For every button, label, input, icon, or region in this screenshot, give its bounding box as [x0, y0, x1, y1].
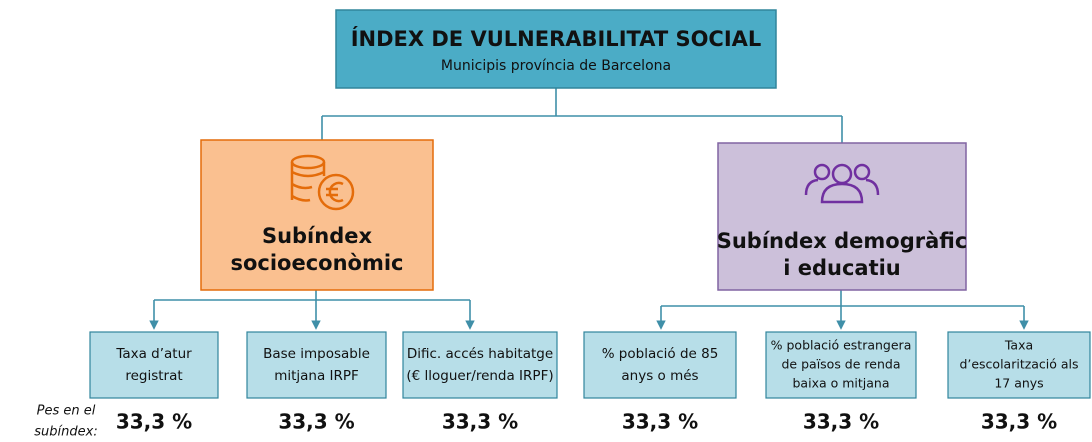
root-subtitle: Municipis província de Barcelona — [441, 58, 671, 74]
indicator-label: anys o més — [621, 368, 698, 384]
indicator-label: Dific. accés habitatge — [407, 346, 553, 362]
weight-label: Pes en el — [37, 404, 96, 419]
indicator-label: Taxa — [1004, 338, 1033, 353]
indicator-box — [947, 331, 1091, 399]
subindex-box — [717, 142, 967, 291]
indicator-box — [765, 331, 917, 399]
indicator-label: d’escolarització als — [959, 357, 1078, 372]
weight: 33,3 % — [622, 410, 698, 434]
dynamic: Subíndex socioeconòmic Taxa d’atur registra… — [34, 224, 1091, 440]
indicator-label: mitjana IRPF — [274, 368, 359, 384]
weight: 33,3 % — [116, 410, 192, 434]
weight: 33,3 % — [981, 410, 1057, 434]
indicator-label: % població de 85 — [602, 346, 719, 362]
subindex-label: i educatiu — [783, 256, 901, 280]
people-icon — [804, 163, 880, 204]
connectors — [149, 88, 1029, 330]
indicator-label: % població estrangera — [771, 338, 912, 353]
indicator-label: de països de renda — [782, 357, 901, 372]
coins-icon — [290, 154, 355, 211]
indicator-label: Taxa d’atur — [115, 346, 192, 362]
subindex-box — [200, 139, 434, 291]
indicator-label: 17 anys — [994, 376, 1043, 391]
root-title: ÍNDEX DE VULNERABILITAT SOCIAL — [351, 26, 762, 51]
indicator-box — [402, 331, 558, 399]
indicator-box — [246, 331, 387, 399]
indicator-label: (€ lloguer/renda IRPF) — [406, 368, 553, 384]
indicator-box — [583, 331, 737, 399]
subindex-label: Subíndex — [262, 224, 373, 248]
weight: 33,3 % — [442, 410, 518, 434]
root-box — [335, 9, 777, 89]
indicator-box — [89, 331, 219, 399]
indicator-label: registrat — [125, 368, 182, 384]
weight: 33,3 % — [278, 410, 354, 434]
indicator-label: baixa o mitjana — [793, 376, 890, 391]
subindex-label: Subíndex demogràfic — [717, 229, 968, 253]
weight-label: subíndex: — [34, 425, 97, 440]
subindex-label: socioeconòmic — [230, 251, 403, 275]
indicator-label: Base imposable — [263, 346, 370, 362]
weight: 33,3 % — [803, 410, 879, 434]
